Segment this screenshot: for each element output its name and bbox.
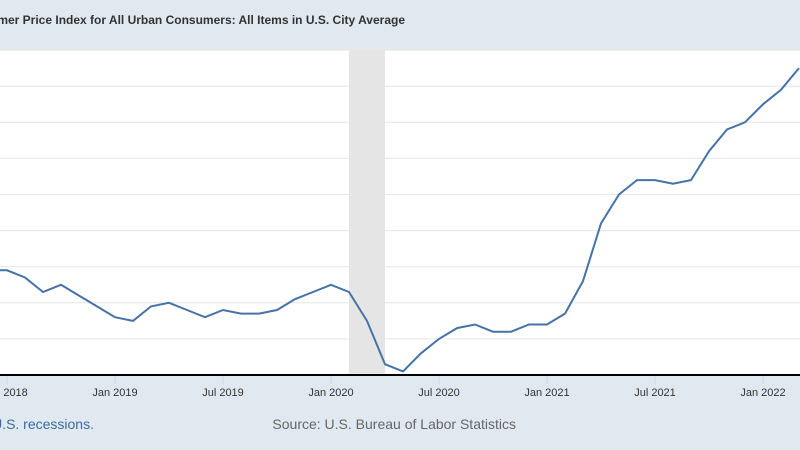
x-tick-label: Jan 2019: [92, 387, 137, 399]
recession-band: [349, 50, 385, 375]
x-tick-label: Jan 2020: [308, 387, 353, 399]
x-tick-label: Jan 2022: [740, 387, 785, 399]
x-tick-label: Jul 2020: [418, 387, 460, 399]
x-tick-label: Jul 2021: [634, 387, 676, 399]
plot-area: [0, 50, 800, 375]
x-tick-label: Jul 2018: [0, 387, 28, 399]
recession-legend[interactable]: U.S. recessions.: [0, 416, 94, 432]
source-note: Source: U.S. Bureau of Labor Statistics: [272, 416, 516, 432]
x-tick-label: Jul 2019: [202, 387, 244, 399]
x-tick-label: Jan 2021: [524, 387, 569, 399]
series-line: [0, 67, 800, 373]
chart-title: Consumer Price Index for All Urban Consu…: [0, 13, 405, 27]
